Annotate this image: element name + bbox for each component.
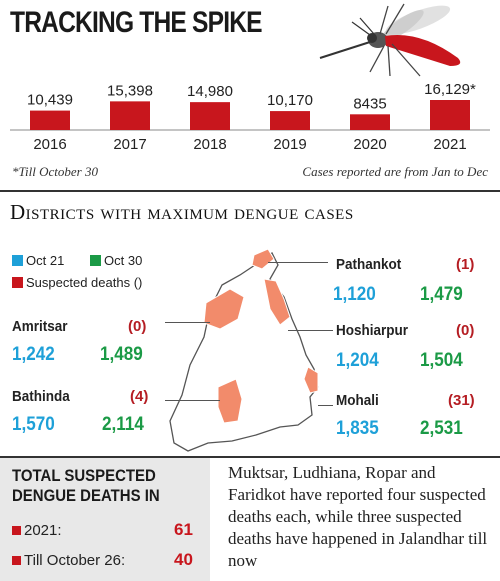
amritsar-region [203, 288, 245, 330]
district-oct21-bathinda: 1,570 [12, 414, 55, 435]
deaths-note: Muktsar, Ludhiana, Ropar and Faridkot ha… [228, 463, 488, 570]
legend-swatch-oct30 [90, 255, 101, 266]
amritsar-leader [165, 322, 210, 323]
legend-swatch-deaths [12, 277, 23, 288]
data-label-2021: 16,129* [424, 81, 476, 98]
district-deaths-amritsar: (0) [128, 318, 147, 335]
divider-bottom [0, 456, 500, 458]
punjab-outline [169, 252, 319, 452]
legend-oct30: Oct 30 [90, 253, 142, 268]
district-name-hoshiarpur: Hoshiarpur [336, 322, 409, 339]
total-deaths-box [0, 458, 210, 581]
x-tick-2019: 2019 [273, 136, 306, 153]
total-deaths-row: 2021: [12, 522, 62, 539]
data-label-2017: 15,398 [107, 82, 153, 99]
data-label-2016: 10,439 [27, 92, 73, 109]
district-deaths-bathinda: (4) [130, 388, 149, 405]
x-tick-2016: 2016 [33, 136, 66, 153]
districts-title: Districts with maximum dengue cases [10, 200, 354, 224]
district-deaths-mohali: (31) [448, 392, 475, 409]
district-name-pathankot: Pathankot [336, 256, 402, 273]
bathinda-region [217, 378, 243, 424]
hoshiarpur-leader [288, 330, 333, 331]
bathinda-leader [165, 400, 220, 401]
bar-2018 [190, 102, 230, 130]
district-name-bathinda: Bathinda [12, 388, 70, 405]
legend-oct21: Oct 21 [12, 253, 64, 268]
x-tick-2017: 2017 [113, 136, 146, 153]
bar-2017 [110, 101, 150, 130]
total-deaths-value: 61 [174, 520, 193, 539]
total-deaths-title: TOTAL SUSPECTED DENGUE DEATHS IN [12, 466, 160, 506]
district-name-amritsar: Amritsar [12, 318, 68, 335]
divider [0, 190, 500, 192]
total-deaths-row: Till October 26: [12, 552, 125, 569]
district-oct21-pathankot: 1,120 [333, 284, 376, 305]
legend-deaths: Suspected deaths () [12, 275, 142, 290]
pathankot-region [251, 248, 275, 270]
district-deaths-hoshiarpur: (0) [456, 322, 475, 339]
mosquito-icon [319, 3, 461, 77]
total-deaths-label: 2021: [24, 522, 62, 539]
mohali-region [303, 366, 319, 394]
legend-label-oct30: Oct 30 [104, 253, 143, 268]
data-label-2018: 14,980 [187, 83, 233, 100]
legend-label-oct21: Oct 21 [26, 253, 65, 268]
district-oct30-bathinda: 2,114 [102, 414, 144, 435]
bar-2019 [270, 111, 310, 130]
district-oct30-amritsar: 1,489 [100, 344, 143, 365]
x-tick-2020: 2020 [353, 136, 386, 153]
pathankot-leader [268, 262, 328, 263]
chart-title: TRACKING THE SPIKE [10, 6, 263, 39]
district-oct21-amritsar: 1,242 [12, 344, 55, 365]
district-oct30-hoshiarpur: 1,504 [420, 350, 463, 371]
bar-2020 [350, 114, 390, 130]
total-deaths-value: 40 [174, 550, 193, 569]
bar-2021 [430, 100, 470, 130]
district-deaths-pathankot: (1) [456, 256, 475, 273]
cases-bar-chart: 10,439 2016 15,398 2017 14,980 2018 10,170 2019… [10, 81, 490, 153]
district-oct21-mohali: 1,835 [336, 418, 379, 439]
total-deaths-bullet [12, 556, 21, 565]
mohali-leader [318, 405, 333, 406]
bar-2016 [30, 110, 70, 130]
district-oct30-pathankot: 1,479 [420, 284, 463, 305]
district-oct21-hoshiarpur: 1,204 [336, 350, 379, 371]
district-name-mohali: Mohali [336, 392, 379, 409]
total-deaths-title-line1: TOTAL SUSPECTED [12, 466, 156, 485]
total-deaths-title-line2: DENGUE DEATHS IN [12, 486, 160, 505]
data-label-2020: 8435 [353, 95, 386, 112]
footnote-cases-period: Cases reported are from Jan to Dec [302, 164, 488, 179]
legend-label-deaths: Suspected deaths () [26, 275, 143, 290]
x-tick-2018: 2018 [193, 136, 226, 153]
hoshiarpur-region [263, 278, 291, 326]
x-tick-2021: 2021 [433, 136, 466, 153]
district-oct30-mohali: 2,531 [420, 418, 463, 439]
data-label-2019: 10,170 [267, 92, 313, 109]
punjab-map [169, 248, 319, 452]
total-deaths-bullet [12, 526, 21, 535]
total-deaths-label: Till October 26: [24, 552, 126, 569]
legend-swatch-oct21 [12, 255, 23, 266]
footnote-till-october: *Till October 30 [12, 164, 98, 179]
